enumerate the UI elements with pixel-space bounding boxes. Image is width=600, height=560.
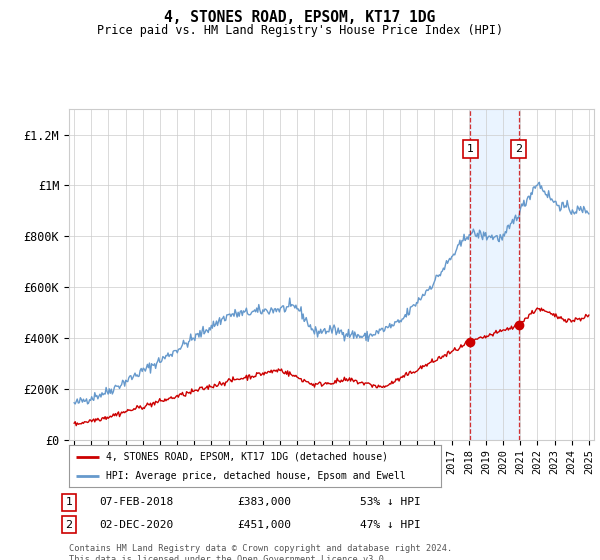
Text: 53% ↓ HPI: 53% ↓ HPI	[360, 497, 421, 507]
Text: 2: 2	[515, 144, 522, 154]
Text: 2: 2	[65, 520, 73, 530]
Text: 4, STONES ROAD, EPSOM, KT17 1DG (detached house): 4, STONES ROAD, EPSOM, KT17 1DG (detache…	[106, 451, 388, 461]
Text: £451,000: £451,000	[237, 520, 291, 530]
Bar	[470, 109, 518, 440]
Text: 02-DEC-2020: 02-DEC-2020	[99, 520, 173, 530]
Text: 1: 1	[65, 497, 73, 507]
Text: 07-FEB-2018: 07-FEB-2018	[99, 497, 173, 507]
Text: 47% ↓ HPI: 47% ↓ HPI	[360, 520, 421, 530]
Text: 1: 1	[467, 144, 474, 154]
Text: Contains HM Land Registry data © Crown copyright and database right 2024.
This d: Contains HM Land Registry data © Crown c…	[69, 544, 452, 560]
Text: £383,000: £383,000	[237, 497, 291, 507]
Text: Price paid vs. HM Land Registry's House Price Index (HPI): Price paid vs. HM Land Registry's House …	[97, 24, 503, 36]
Text: 4, STONES ROAD, EPSOM, KT17 1DG: 4, STONES ROAD, EPSOM, KT17 1DG	[164, 10, 436, 25]
Text: HPI: Average price, detached house, Epsom and Ewell: HPI: Average price, detached house, Epso…	[106, 471, 406, 481]
